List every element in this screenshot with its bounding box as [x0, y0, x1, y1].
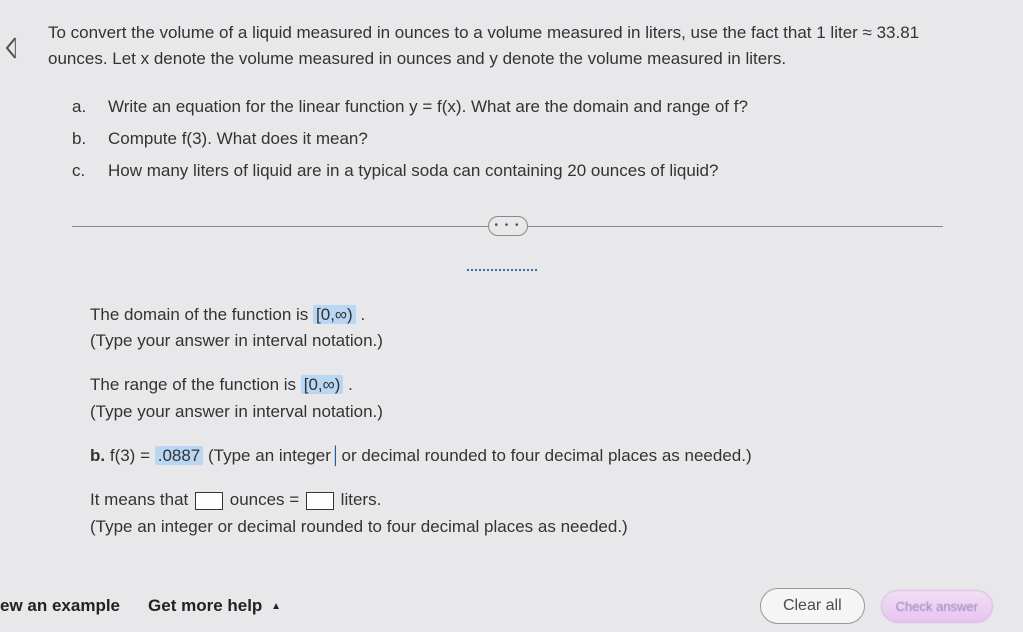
problem-parts: a. Write an equation for the linear func…: [72, 91, 983, 188]
range-hint: (Type your answer in interval notation.): [90, 402, 383, 421]
clear-all-button[interactable]: Clear all: [760, 588, 865, 624]
back-button[interactable]: [0, 28, 24, 68]
text-cursor-icon: │: [331, 446, 342, 465]
part-label: c.: [72, 155, 90, 187]
f3-label: b.: [90, 446, 105, 465]
dots-icon: • • •: [494, 220, 520, 231]
part-label: b.: [72, 123, 90, 155]
f3-pre: f(3) =: [110, 446, 155, 465]
means-answer-block: It means that ounces = liters. (Type an …: [90, 487, 983, 540]
part-text: Write an equation for the linear functio…: [108, 91, 748, 123]
f3-post-a: (Type an integer: [208, 446, 331, 465]
get-help-label: Get more help: [148, 596, 262, 615]
means-mid1: ounces =: [230, 490, 304, 509]
part-text: Compute f(3). What does it mean?: [108, 123, 368, 155]
means-hint: (Type an integer or decimal rounded to f…: [90, 517, 628, 536]
part-label: a.: [72, 91, 90, 123]
f3-answer-block: b. f(3) = .0887 (Type an integer│or deci…: [90, 443, 983, 469]
means-pre: It means that: [90, 490, 193, 509]
range-answer-block: The range of the function is [0,∞) . (Ty…: [90, 372, 983, 425]
chevron-left-icon: [2, 34, 22, 62]
f3-post-b: or decimal rounded to four decimal place…: [341, 446, 751, 465]
footer-bar: ew an example Get more help ▲ Clear all …: [0, 588, 1023, 624]
domain-pre: The domain of the function is: [90, 305, 313, 324]
range-post: .: [348, 375, 353, 394]
section-divider: • • •: [72, 216, 943, 236]
means-mid2: liters.: [341, 490, 382, 509]
ounces-input[interactable]: [195, 492, 223, 510]
part-text: How many liters of liquid are in a typic…: [108, 155, 718, 187]
domain-post: .: [360, 305, 365, 324]
f3-value[interactable]: .0887: [155, 446, 204, 465]
expand-button[interactable]: • • •: [488, 216, 528, 236]
range-value[interactable]: [0,∞): [301, 375, 344, 394]
view-example-link[interactable]: ew an example: [0, 596, 120, 616]
liters-input[interactable]: [306, 492, 334, 510]
part-a: a. Write an equation for the linear func…: [72, 91, 983, 123]
get-help-link[interactable]: Get more help ▲: [148, 596, 281, 616]
part-b: b. Compute f(3). What does it mean?: [72, 123, 983, 155]
separator-strip: [20, 258, 983, 276]
problem-intro: To convert the volume of a liquid measur…: [48, 20, 983, 73]
part-c: c. How many liters of liquid are in a ty…: [72, 155, 983, 187]
range-pre: The range of the function is: [90, 375, 301, 394]
domain-hint: (Type your answer in interval notation.): [90, 331, 383, 350]
caret-up-icon: ▲: [271, 601, 281, 612]
domain-answer-block: The domain of the function is [0,∞) . (T…: [90, 302, 983, 355]
domain-value[interactable]: [0,∞): [313, 305, 356, 324]
dotted-strip-icon: [467, 261, 537, 271]
check-answer-button[interactable]: Check answer: [881, 590, 993, 623]
